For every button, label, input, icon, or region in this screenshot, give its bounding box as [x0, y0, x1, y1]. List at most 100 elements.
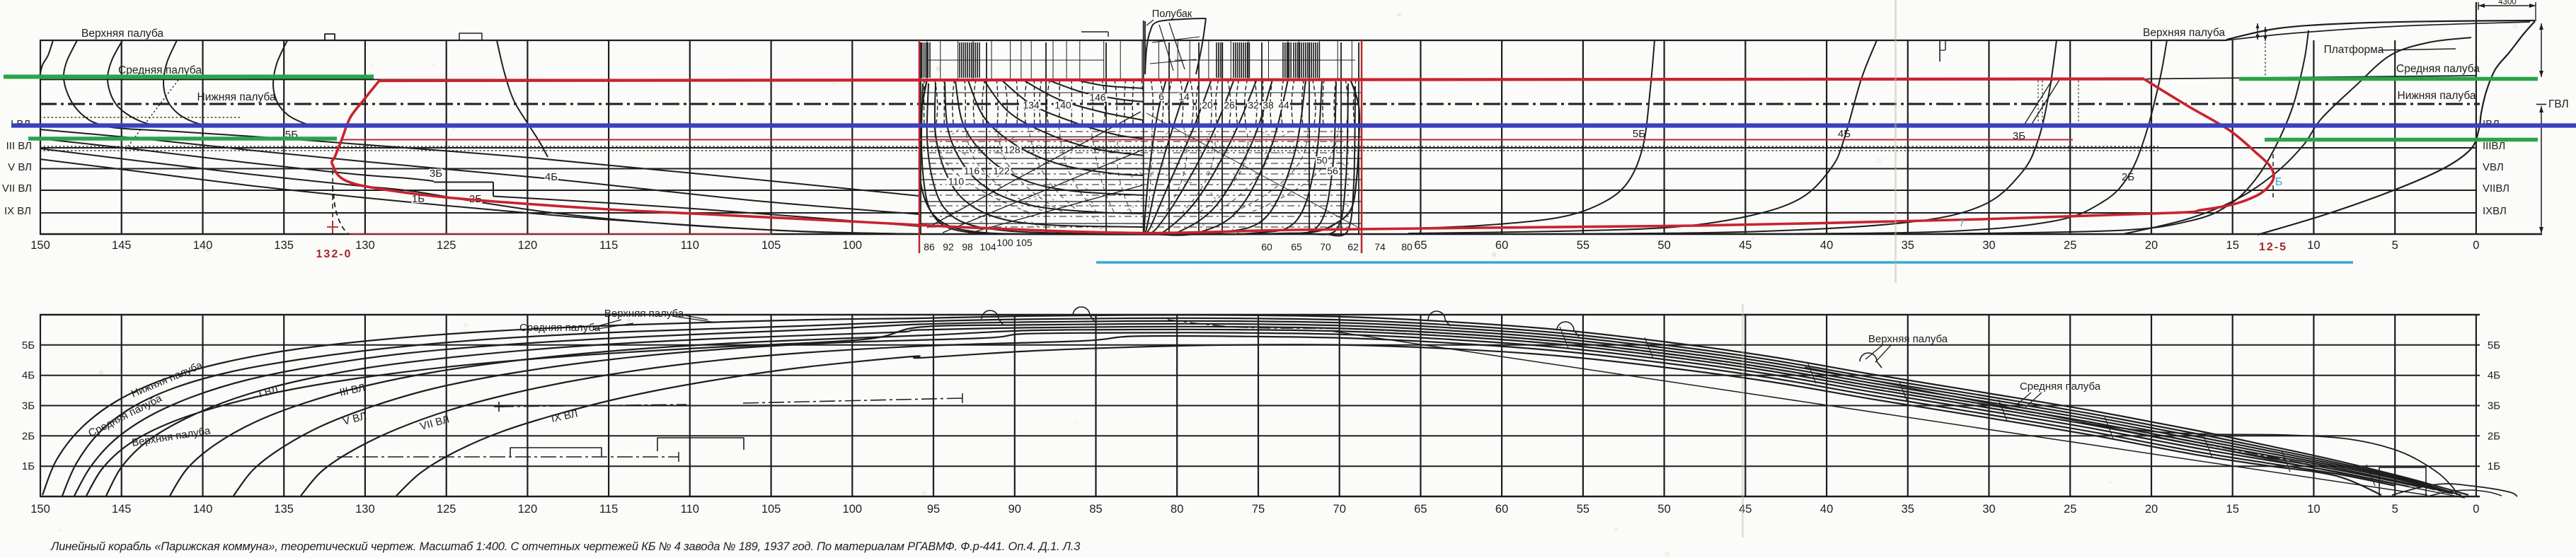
svg-text:30: 30	[1982, 503, 1995, 516]
svg-text:V ВЛ: V ВЛ	[8, 161, 32, 173]
svg-text:135: 135	[274, 239, 294, 252]
svg-text:5Б: 5Б	[22, 339, 35, 351]
svg-text:IX ВЛ: IX ВЛ	[4, 205, 31, 217]
svg-text:20: 20	[1202, 100, 1213, 111]
svg-text:100: 100	[996, 237, 1013, 248]
svg-text:80: 80	[1401, 241, 1413, 252]
svg-text:20: 20	[2145, 239, 2158, 252]
svg-text:60: 60	[1495, 503, 1508, 516]
svg-text:50: 50	[1657, 239, 1670, 252]
svg-text:2Б: 2Б	[22, 430, 35, 442]
svg-text:4Б: 4Б	[2488, 370, 2500, 382]
svg-text:6: 6	[1158, 91, 1164, 103]
svg-text:4Б: 4Б	[1838, 128, 1851, 140]
svg-text:55: 55	[1577, 239, 1589, 252]
svg-text:38: 38	[1263, 100, 1274, 111]
svg-text:145: 145	[112, 239, 132, 252]
svg-text:70: 70	[1333, 503, 1346, 516]
svg-text:VII ВЛ: VII ВЛ	[2, 182, 32, 194]
svg-text:4300: 4300	[2498, 0, 2517, 6]
svg-text:70: 70	[1320, 241, 1331, 252]
svg-text:ГВЛ: ГВЛ	[2548, 98, 2569, 110]
svg-text:Средняя палуба: Средняя палуба	[2396, 63, 2480, 75]
svg-text:150: 150	[30, 239, 50, 252]
svg-text:62: 62	[1347, 241, 1359, 252]
svg-text:140: 140	[193, 239, 213, 252]
svg-text:Верхняя палуба: Верхняя палуба	[2143, 27, 2225, 39]
svg-text:26: 26	[1224, 100, 1235, 111]
svg-text:60: 60	[1495, 239, 1508, 252]
svg-text:110: 110	[681, 239, 699, 252]
svg-text:0: 0	[2473, 239, 2479, 252]
svg-text:60: 60	[1261, 241, 1272, 252]
svg-text:VIIВЛ: VIIВЛ	[2483, 182, 2509, 194]
svg-text:50: 50	[1316, 155, 1328, 166]
svg-text:125: 125	[437, 503, 456, 516]
svg-text:25: 25	[2064, 503, 2076, 516]
svg-text:75: 75	[1252, 503, 1265, 516]
svg-text:10: 10	[2307, 239, 2320, 252]
svg-text:2Б: 2Б	[2488, 430, 2500, 442]
svg-text:5: 5	[2392, 503, 2398, 516]
svg-text:Средняя палуба: Средняя палуба	[2020, 380, 2101, 393]
svg-text:VВЛ: VВЛ	[2483, 161, 2504, 173]
svg-text:Б: Б	[2275, 176, 2283, 188]
svg-text:65: 65	[1414, 503, 1427, 516]
svg-text:IXВЛ: IXВЛ	[2483, 205, 2507, 217]
svg-text:7: 7	[1959, 217, 1965, 228]
svg-text:Линейный корабль «Парижская ко: Линейный корабль «Парижская коммуна», те…	[50, 540, 1081, 553]
svg-text:IIIВЛ: IIIВЛ	[2483, 140, 2505, 152]
svg-text:I ВЛ: I ВЛ	[258, 383, 280, 400]
svg-text:3Б: 3Б	[430, 168, 442, 180]
svg-text:III ВЛ: III ВЛ	[6, 140, 32, 152]
svg-text:40: 40	[1820, 239, 1833, 252]
svg-text:150: 150	[30, 503, 50, 516]
svg-text:40: 40	[1820, 503, 1833, 516]
svg-text:145: 145	[112, 503, 132, 516]
svg-text:98: 98	[962, 241, 973, 252]
svg-text:4Б: 4Б	[545, 171, 558, 183]
svg-text:15: 15	[2226, 239, 2239, 252]
svg-text:Верхняя палуба: Верхняя палуба	[1868, 333, 1948, 345]
svg-text:95: 95	[927, 503, 940, 516]
svg-text:65: 65	[1414, 239, 1427, 252]
svg-text:4Б: 4Б	[22, 370, 35, 382]
svg-text:105: 105	[761, 503, 781, 516]
svg-text:116: 116	[964, 165, 980, 177]
svg-text:105: 105	[1016, 237, 1033, 248]
svg-text:132-0: 132-0	[316, 248, 352, 260]
svg-text:Платформа: Платформа	[2324, 44, 2384, 56]
svg-text:125: 125	[437, 239, 456, 252]
svg-text:65: 65	[1291, 241, 1302, 252]
svg-text:115: 115	[599, 239, 618, 252]
svg-text:85: 85	[1089, 503, 1102, 516]
svg-text:25: 25	[2064, 239, 2076, 252]
svg-text:14: 14	[1178, 91, 1190, 103]
svg-text:80: 80	[1171, 503, 1183, 516]
svg-text:110: 110	[681, 503, 699, 516]
svg-text:15: 15	[2226, 503, 2239, 516]
svg-text:Средняя палуба: Средняя палуба	[519, 322, 601, 334]
svg-text:32: 32	[1248, 100, 1259, 111]
svg-text:135: 135	[274, 503, 294, 516]
svg-text:3Б: 3Б	[22, 400, 35, 412]
svg-text:115: 115	[599, 503, 618, 516]
svg-text:55: 55	[1577, 503, 1589, 516]
svg-text:128: 128	[1004, 144, 1020, 156]
svg-text:92: 92	[943, 241, 954, 252]
svg-text:110: 110	[948, 176, 965, 187]
svg-text:120: 120	[518, 239, 538, 252]
svg-text:90: 90	[1008, 503, 1021, 516]
svg-text:Полубак: Полубак	[1152, 8, 1192, 20]
svg-text:105: 105	[761, 239, 781, 252]
svg-text:45: 45	[1739, 239, 1752, 252]
svg-text:Нижняя палуба: Нижняя палуба	[197, 91, 276, 103]
svg-text:20: 20	[2145, 503, 2158, 516]
svg-text:130: 130	[355, 503, 375, 516]
svg-text:86: 86	[924, 241, 935, 252]
svg-text:74: 74	[1374, 241, 1386, 252]
svg-text:122: 122	[993, 165, 1010, 177]
svg-text:140: 140	[1054, 100, 1071, 111]
svg-text:120: 120	[518, 503, 538, 516]
svg-text:1Б: 1Б	[2488, 460, 2500, 472]
